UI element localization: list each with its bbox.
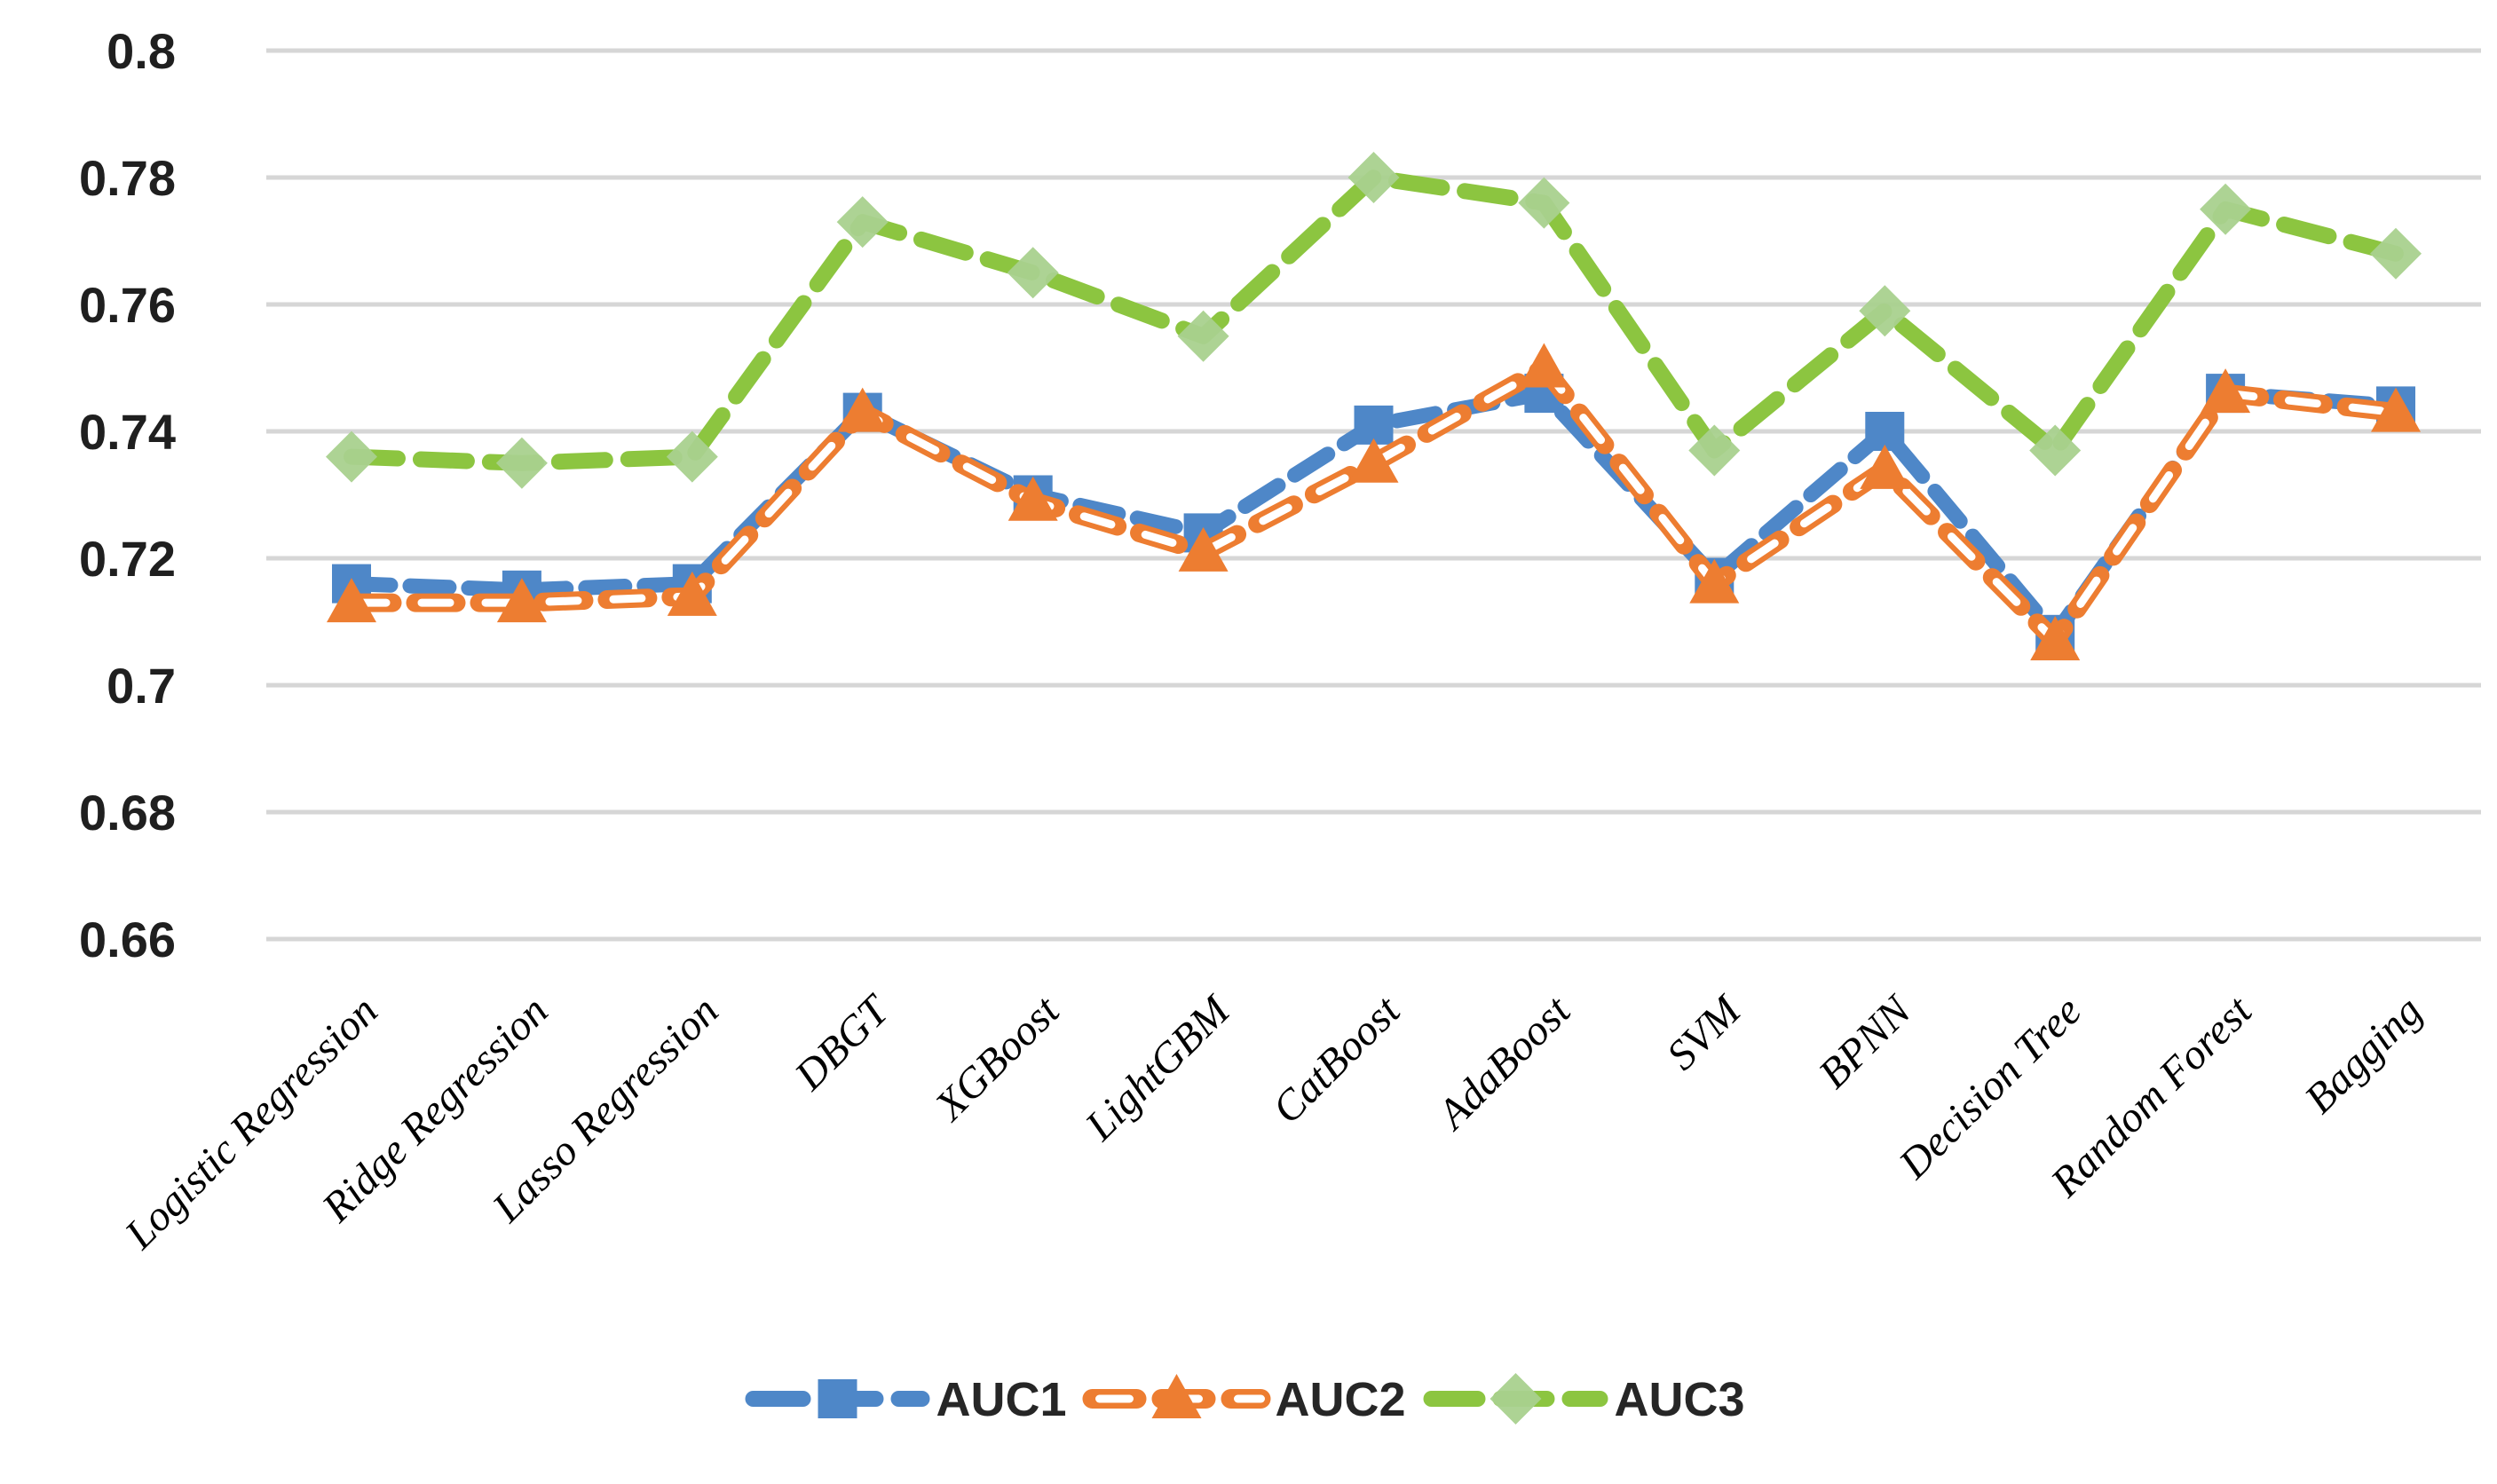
data-point-square [818,1379,857,1418]
data-point-diamond [1859,285,1911,337]
data-point-triangle [1151,1374,1202,1418]
data-point-diamond [1490,1373,1542,1425]
x-axis-category-label: CatBoost [1263,986,1410,1133]
data-point-triangle [1178,526,1229,572]
data-point-triangle [1689,558,1740,604]
data-point-square [1354,405,1394,445]
data-point-triangle [837,387,888,432]
x-axis-category-label: AdaBoost [1427,986,1581,1140]
data-point-diamond [2200,183,2252,235]
data-point-diamond [326,430,377,483]
data-point-triangle [2371,387,2421,432]
data-point-diamond [1177,310,1229,362]
data-point-triangle [2030,616,2081,660]
data-point-diamond [1007,247,1059,299]
data-point-triangle [1519,343,1569,388]
data-point-diamond [2029,424,2082,477]
legend-label: AUC3 [1615,1373,1745,1426]
y-axis-tick-label: 0.78 [79,150,176,206]
legend-label: AUC1 [936,1373,1067,1426]
y-axis-tick-label: 0.8 [107,23,176,79]
data-point-diamond [836,196,889,249]
data-point-diamond [666,430,718,483]
x-axis-category-label: DBGT [786,985,900,1100]
y-axis-tick-label: 0.7 [107,658,176,714]
data-point-diamond [2370,227,2422,280]
data-point-triangle [2201,368,2251,414]
data-point-triangle [1860,444,1910,489]
legend-label: AUC2 [1276,1373,1406,1426]
data-point-triangle [1348,438,1399,483]
x-axis-category-label: LightGBM [1076,985,1241,1150]
x-axis-category-label: Bagging [2296,987,2430,1122]
x-axis-category-label: BPNN [1810,985,1922,1097]
data-point-square [1865,412,1905,451]
data-point-triangle [1007,476,1058,521]
data-point-diamond [495,437,548,489]
data-point-diamond [1347,152,1400,203]
y-axis-tick-label: 0.66 [79,912,176,967]
y-axis-tick-label: 0.74 [79,404,176,460]
data-point-diamond [1518,177,1570,229]
data-point-diamond [1688,424,1741,477]
x-axis-category-label: SVM [1658,985,1752,1079]
y-axis-tick-label: 0.76 [79,277,176,333]
y-axis-tick-label: 0.72 [79,531,176,587]
data-point-triangle [667,571,717,616]
data-point-triangle [327,578,376,623]
data-point-triangle [496,578,547,623]
y-axis-tick-label: 0.68 [79,785,176,841]
x-axis-category-label: XGBoost [925,986,1070,1131]
